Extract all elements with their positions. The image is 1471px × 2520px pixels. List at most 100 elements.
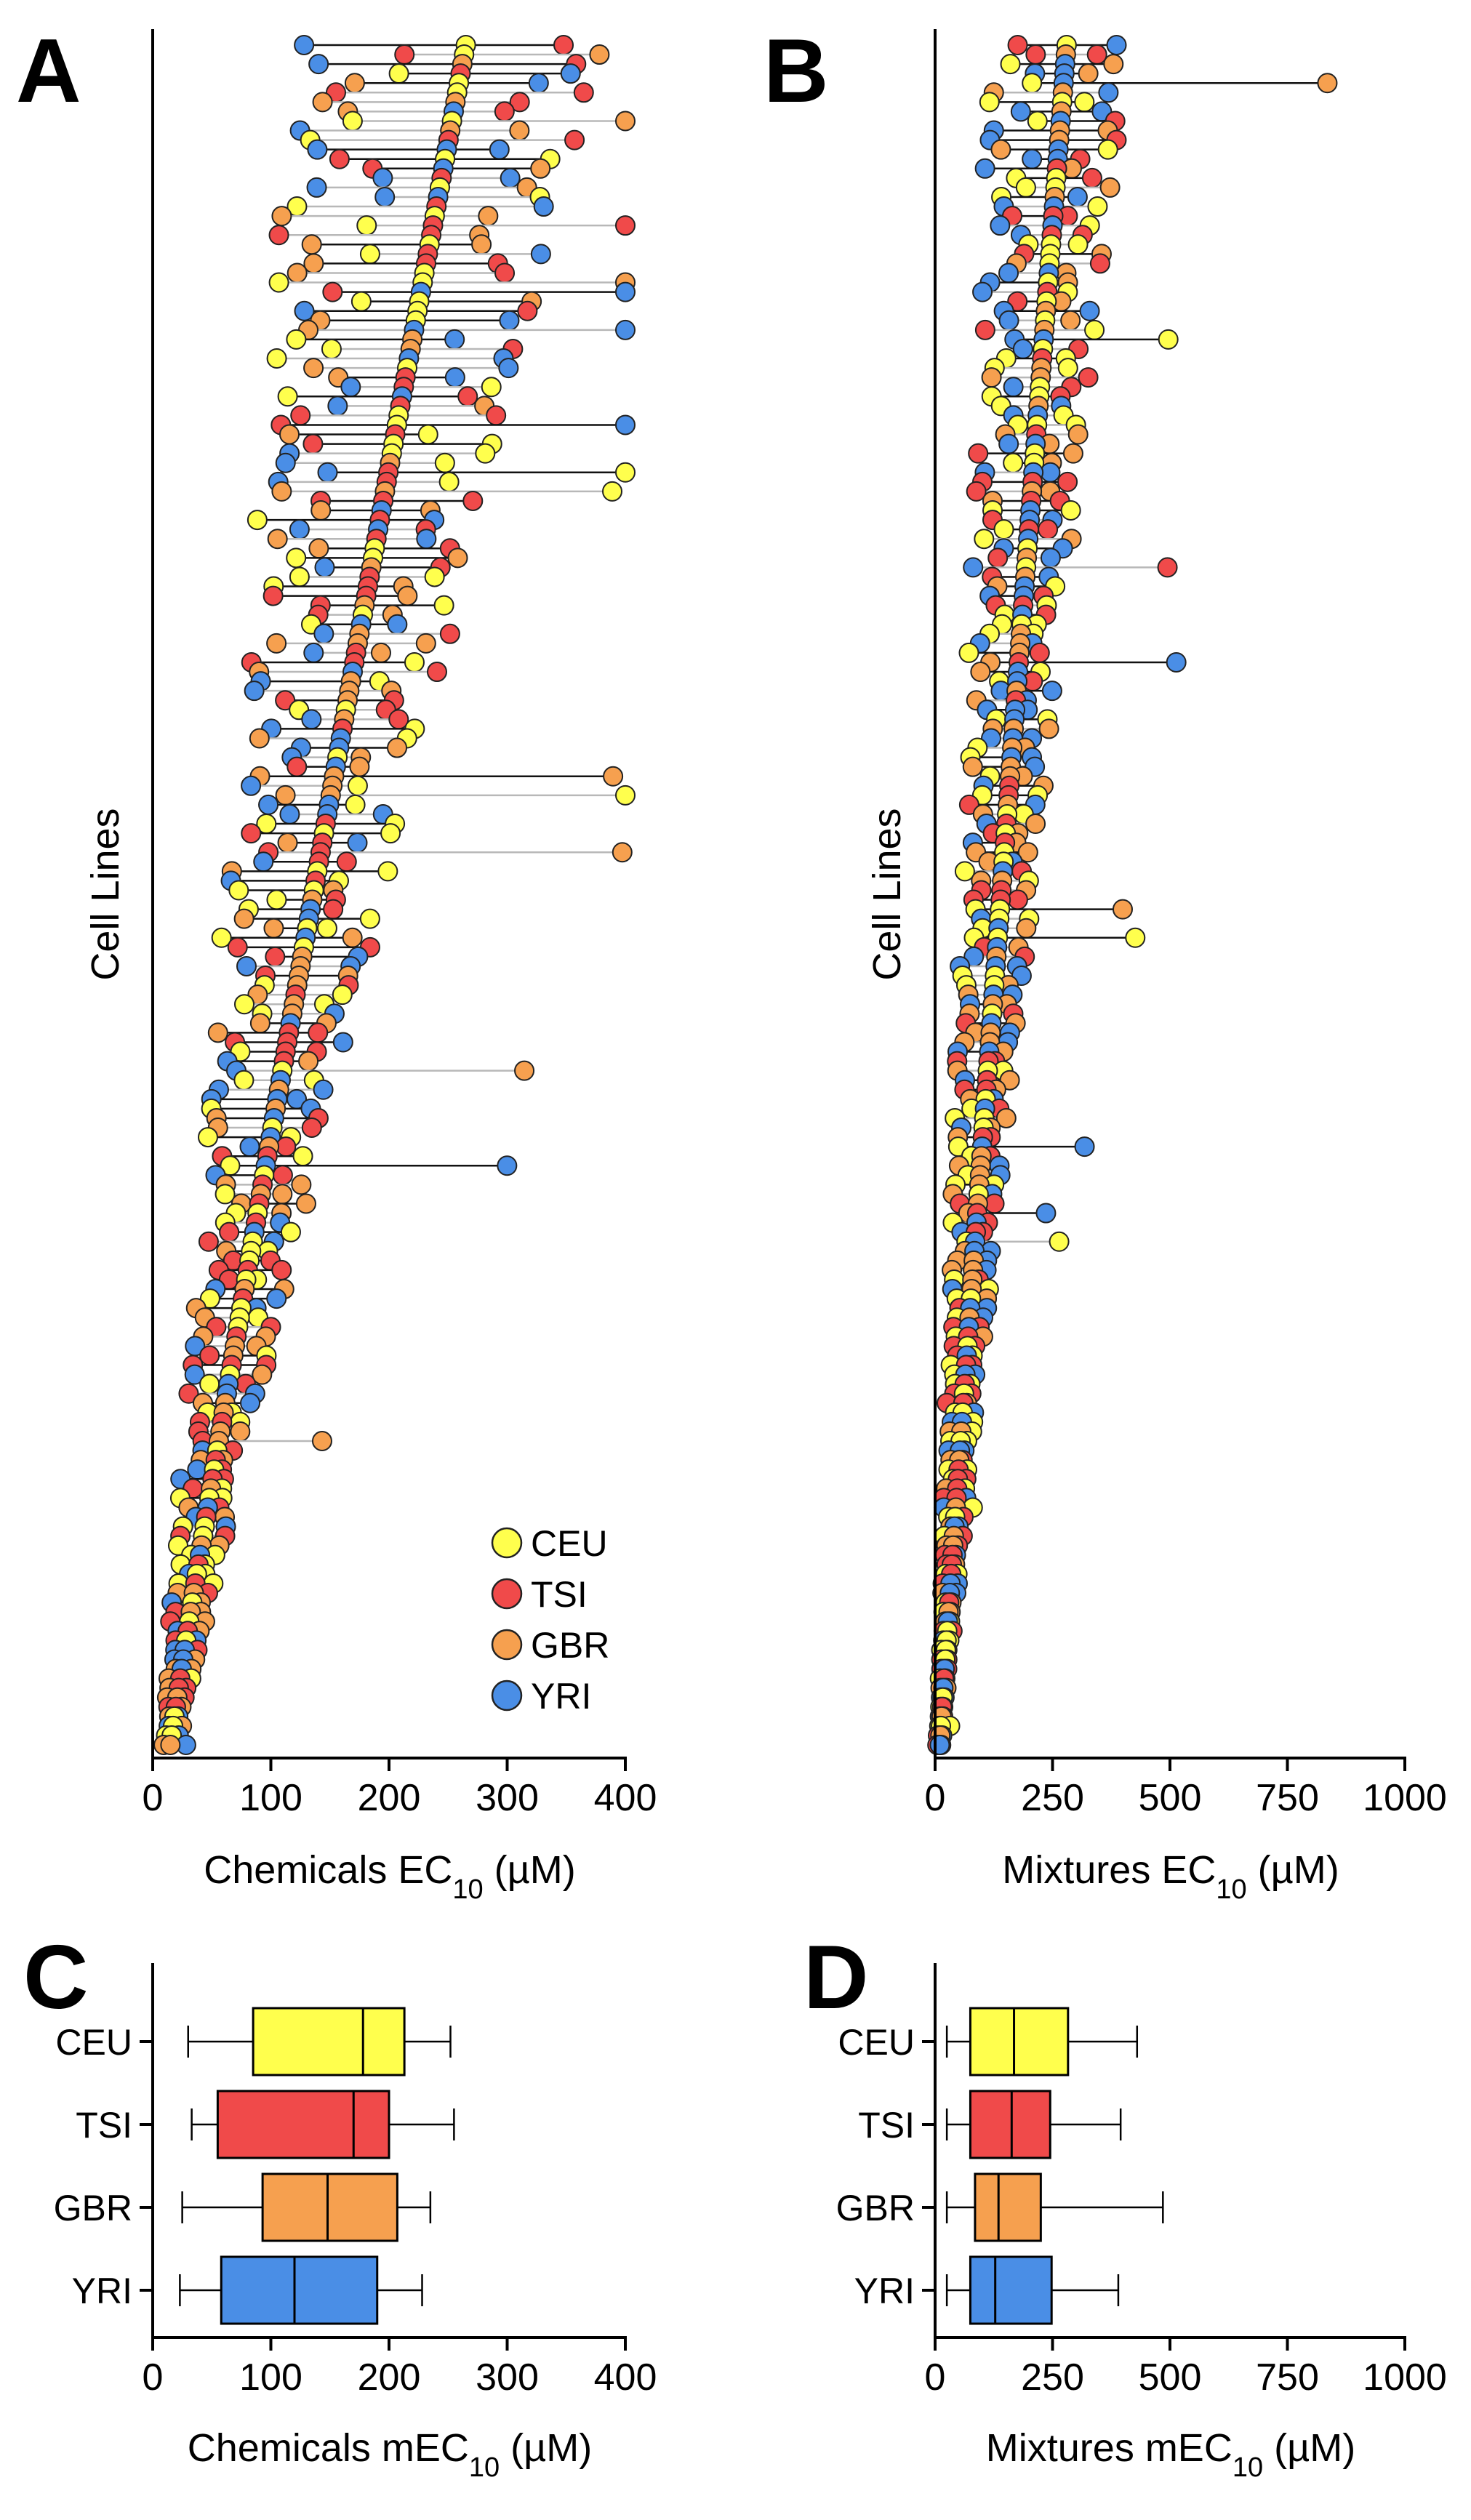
- max-point: [564, 129, 585, 151]
- max-point: [1157, 557, 1178, 578]
- cell-line-row: [927, 1735, 952, 1755]
- min-point: [342, 111, 363, 132]
- min-point: [239, 1136, 260, 1157]
- min-point: [219, 1221, 240, 1243]
- max-point: [272, 1184, 293, 1205]
- box-gbr: [945, 2172, 1164, 2242]
- max-point: [553, 35, 574, 55]
- panel-d-x-ticks: 0 250 500 750 1000: [925, 2338, 1447, 2399]
- max-point: [434, 452, 455, 473]
- max-point: [444, 329, 465, 350]
- max-point: [295, 1193, 316, 1214]
- cell-line-row: [153, 1735, 196, 1755]
- min-point: [970, 662, 991, 683]
- max-point: [1084, 319, 1105, 340]
- min-point: [199, 1345, 220, 1366]
- box-ceu: [945, 2007, 1139, 2076]
- min-point: [306, 177, 327, 198]
- max-point: [291, 1174, 312, 1195]
- cell-line-row: [310, 595, 454, 616]
- min-point: [990, 139, 1011, 160]
- max-point: [1099, 177, 1121, 198]
- max-point: [494, 101, 515, 122]
- max-point: [332, 1032, 353, 1053]
- max-point: [347, 832, 368, 854]
- panel-a-cell-line-rows: [153, 35, 636, 1755]
- max-point: [1074, 92, 1095, 113]
- max-point: [359, 908, 380, 929]
- min-point: [275, 785, 296, 806]
- max-point: [1112, 899, 1133, 920]
- max-point: [509, 92, 530, 113]
- x-tick-label: 1000: [1363, 2356, 1447, 2399]
- category-label-ceu: CEU: [838, 2022, 915, 2063]
- min-point: [303, 253, 324, 274]
- min-point: [990, 215, 1011, 236]
- max-point: [332, 984, 353, 1006]
- max-point: [500, 167, 521, 188]
- panel-a-x-title-sub: 10: [452, 1874, 483, 1905]
- min-point: [228, 880, 249, 901]
- max-point: [1317, 73, 1338, 94]
- min-point: [249, 728, 270, 749]
- max-point: [1060, 310, 1081, 331]
- min-point: [263, 918, 284, 939]
- min-point: [321, 338, 342, 359]
- min-point: [289, 519, 310, 540]
- max-point: [272, 1165, 293, 1186]
- max-point: [280, 1221, 301, 1243]
- panel-d-boxes: [945, 2007, 1164, 2325]
- min-point: [275, 690, 296, 711]
- x-tick-label: 200: [358, 1777, 421, 1819]
- cell-line-row: [225, 1032, 353, 1053]
- x-tick-label: 500: [1139, 1777, 1202, 1819]
- min-point: [979, 92, 1000, 113]
- min-point: [1025, 44, 1046, 65]
- min-point: [1000, 54, 1021, 75]
- min-point: [993, 519, 1014, 540]
- max-point: [380, 823, 401, 844]
- max-point: [499, 310, 520, 331]
- max-point: [230, 1421, 251, 1442]
- cell-line-row: [253, 851, 357, 872]
- min-point: [972, 281, 993, 302]
- min-point: [279, 424, 300, 445]
- max-point: [1035, 1203, 1057, 1224]
- max-point: [615, 215, 636, 236]
- legend-marker-yri: [491, 1680, 523, 1712]
- max-point: [603, 766, 624, 787]
- max-point: [252, 1364, 273, 1385]
- panel-d-x-axis-title: Mixtures mEC10 (µM): [986, 2426, 1355, 2483]
- max-point: [995, 1107, 1017, 1128]
- panel-label-c: C: [23, 1927, 89, 2028]
- max-point: [433, 595, 454, 616]
- cell-line-row: [388, 63, 581, 84]
- panel-a-x-title-main: Chemicals EC: [204, 1848, 452, 1892]
- category-label-gbr: GBR: [54, 2188, 132, 2228]
- max-point: [1158, 329, 1179, 350]
- min-point: [301, 234, 322, 255]
- min-point: [268, 225, 289, 246]
- max-point: [1025, 814, 1046, 835]
- max-point: [1049, 1231, 1070, 1252]
- min-point: [286, 329, 307, 350]
- min-point: [966, 481, 987, 502]
- max-point: [528, 73, 549, 94]
- max-point: [615, 319, 636, 340]
- min-point: [314, 557, 335, 578]
- panel-d-x-title-main: Mixtures mEC: [986, 2426, 1232, 2470]
- cell-line-row: [337, 101, 515, 122]
- cell-line-row: [328, 367, 465, 388]
- max-point: [349, 756, 370, 777]
- max-point: [494, 262, 516, 284]
- min-point: [987, 547, 1009, 569]
- iqr-box: [261, 2172, 398, 2242]
- max-point: [1017, 842, 1038, 863]
- min-point: [313, 623, 334, 644]
- cell-line-row: [290, 737, 408, 758]
- max-point: [497, 1155, 518, 1176]
- panel-b-mixtures-ec10: 0 250 500 750 1000 Cell Lines Mixtures EC10 …: [865, 29, 1447, 1905]
- max-point: [615, 414, 636, 436]
- x-tick-label: 400: [594, 2356, 657, 2399]
- max-point: [478, 206, 499, 227]
